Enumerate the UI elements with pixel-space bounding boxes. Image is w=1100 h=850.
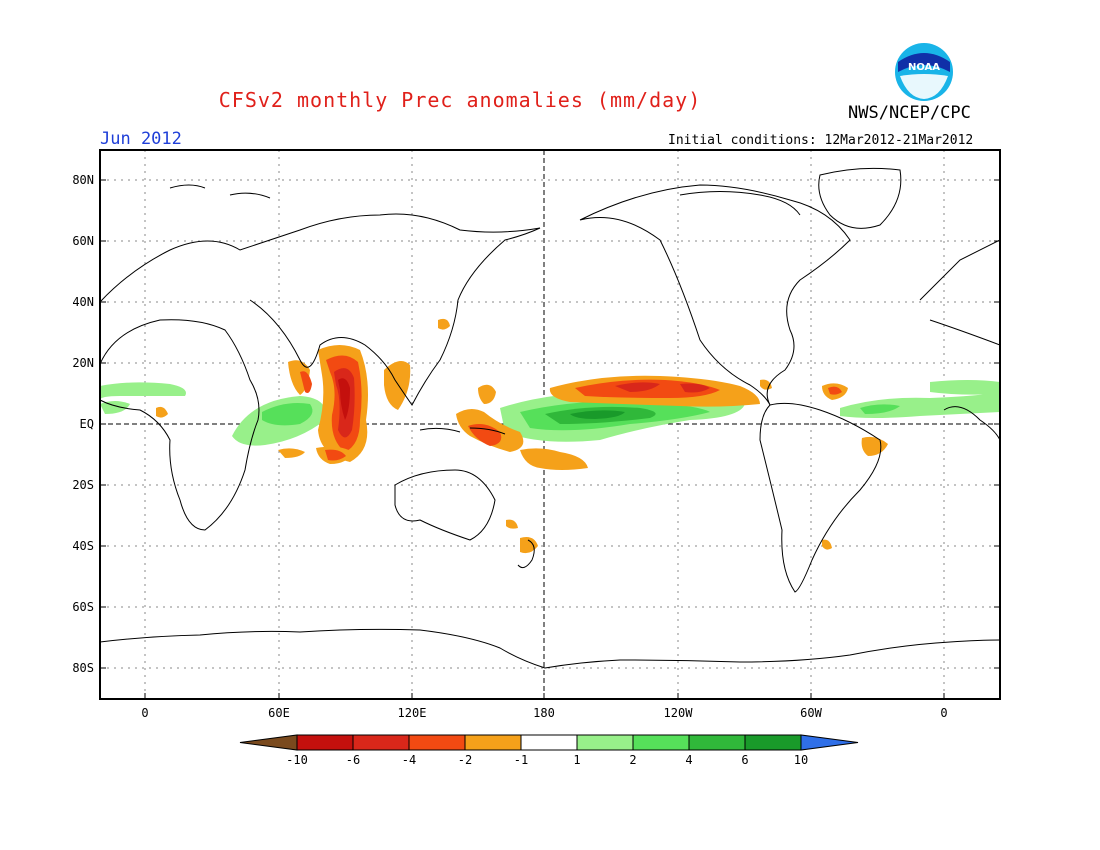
noaa-logo-text: NOAA bbox=[908, 62, 940, 73]
lat-label: 80N bbox=[72, 173, 94, 187]
lon-label: 120E bbox=[398, 706, 427, 720]
lat-label: 40S bbox=[72, 539, 94, 553]
legend-swatch bbox=[576, 734, 634, 751]
lon-label: 0 bbox=[940, 706, 947, 720]
legend-label: 6 bbox=[741, 753, 748, 767]
lon-label: 180 bbox=[533, 706, 555, 720]
lat-label: 20S bbox=[72, 478, 94, 492]
legend-swatch bbox=[744, 734, 802, 751]
lat-label: 40N bbox=[72, 295, 94, 309]
lon-label: 120W bbox=[664, 706, 694, 720]
legend-arrow-low bbox=[239, 734, 298, 751]
legend-swatch bbox=[408, 734, 466, 751]
legend-swatch bbox=[688, 734, 746, 751]
legend-swatch bbox=[352, 734, 410, 751]
map-title: CFSv2 monthly Prec anomalies (mm/day) bbox=[218, 88, 702, 112]
legend-swatch bbox=[296, 734, 354, 751]
lon-label: 60W bbox=[800, 706, 822, 720]
lat-label: 80S bbox=[72, 661, 94, 675]
forecast-month: Jun 2012 bbox=[100, 129, 182, 149]
lat-label: 60N bbox=[72, 234, 94, 248]
legend-label: -6 bbox=[346, 753, 360, 767]
legend-label: -4 bbox=[402, 753, 416, 767]
legend-label: 4 bbox=[685, 753, 692, 767]
axis-ticks bbox=[100, 179, 1000, 699]
longitude-labels: 0 60E 120E 180 120W 60W 0 bbox=[141, 706, 947, 720]
lat-label: EQ bbox=[80, 417, 94, 431]
legend-label: -1 bbox=[514, 753, 528, 767]
lon-label: 0 bbox=[141, 706, 148, 720]
anomaly-shading bbox=[100, 318, 1000, 554]
initial-conditions: Initial conditions: 12Mar2012-21Mar2012 bbox=[668, 133, 974, 148]
legend-arrow-high bbox=[800, 734, 859, 751]
color-legend: -10 -6 -4 -2 -1 1 2 4 6 10 bbox=[239, 734, 859, 767]
legend-swatch bbox=[520, 734, 578, 751]
legend-swatch bbox=[464, 734, 522, 751]
lon-label: 60E bbox=[268, 706, 290, 720]
lat-label: 60S bbox=[72, 600, 94, 614]
legend-label: 2 bbox=[629, 753, 636, 767]
agency-label: NWS/NCEP/CPC bbox=[848, 103, 971, 123]
latitude-labels: 80N 60N 40N 20N EQ 20S 40S 60S 80S bbox=[72, 173, 94, 675]
lat-label: 20N bbox=[72, 356, 94, 370]
legend-label: 10 bbox=[794, 753, 808, 767]
legend-label: -10 bbox=[286, 753, 308, 767]
legend-label: 1 bbox=[573, 753, 580, 767]
legend-label: -2 bbox=[458, 753, 472, 767]
positive-anomaly-atlantic bbox=[840, 392, 1000, 418]
noaa-logo: NOAA bbox=[895, 43, 953, 101]
coastlines bbox=[100, 167, 1000, 669]
legend-swatch bbox=[632, 734, 690, 751]
